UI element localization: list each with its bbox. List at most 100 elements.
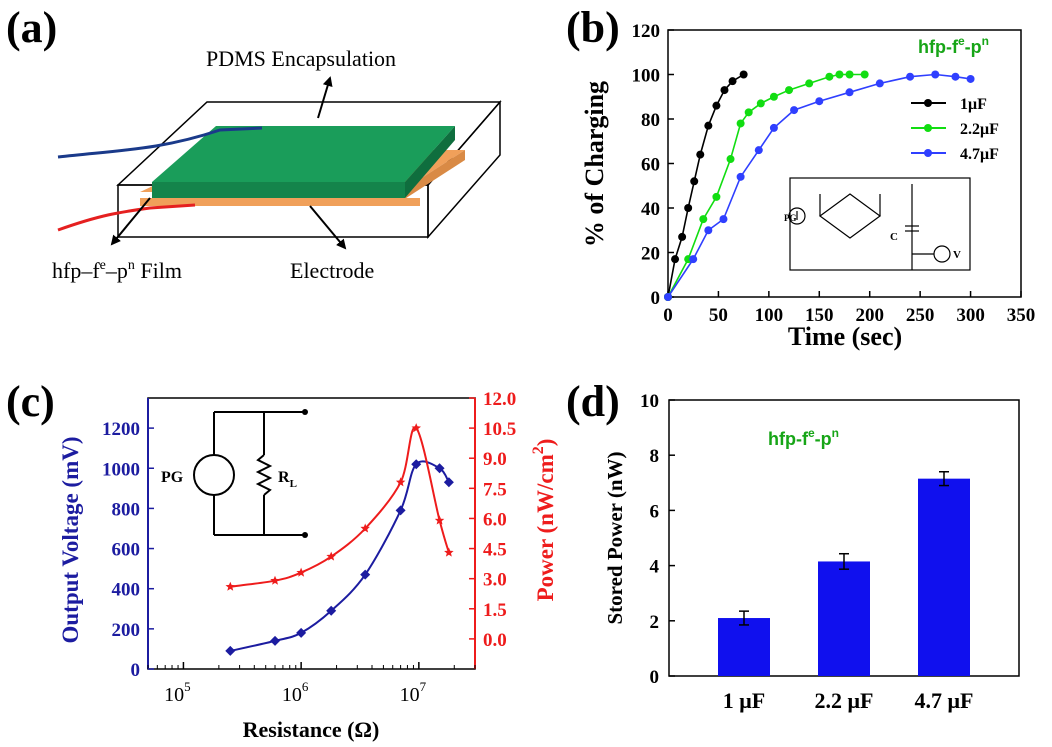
chart-c-power-point — [434, 515, 445, 525]
panel-c-label: (c) — [6, 377, 55, 426]
chart-b-data-point — [678, 232, 687, 241]
chart-c-voltage-point — [395, 505, 406, 516]
chart-c-frame — [147, 397, 476, 670]
chart-c-x-tick-label: 105 — [164, 679, 191, 706]
chart-b-data-point — [754, 146, 763, 155]
chart-b-data-point — [785, 86, 794, 95]
chart-b-data-point — [815, 97, 824, 106]
film-side — [405, 126, 455, 198]
chart-c-y2-title: Power (nW/cm2) — [530, 439, 558, 602]
chart-b-data-point — [736, 172, 745, 181]
chart-c-voltage-point — [434, 463, 445, 474]
electrode-arrow — [309, 205, 347, 250]
chart-b-x-tick-label: 0 — [663, 305, 673, 326]
chart-b-legend-marker — [924, 99, 932, 107]
panel-d: (d) 0 2 4 6 8 10 1 μF 2.2 μF 4.7 μF Stored Powe… — [566, 377, 1020, 713]
chart-d-x-tick-label: 4.7 μF — [915, 688, 974, 713]
chart-d-bars — [718, 471, 970, 676]
chart-b-frame — [667, 29, 1022, 298]
chart-d-y-tick-label: 0 — [650, 667, 660, 688]
chart-b-data-point — [860, 70, 869, 79]
chart-b-data-point — [756, 99, 765, 108]
inset-v-label: V — [953, 249, 961, 261]
electrode-front — [140, 198, 420, 206]
chart-c-y-tick-label: 200 — [112, 620, 141, 641]
chart-b-y-tick-label: 0 — [651, 288, 661, 309]
chart-b-data-point — [689, 255, 698, 264]
chart-c-voltage-fit — [230, 460, 450, 652]
inset-c-terminal-bottom — [302, 532, 308, 538]
chart-b-series-line — [667, 73, 865, 298]
chart-b-series — [664, 70, 975, 301]
chart-b-data-point — [720, 86, 729, 95]
chart-d-annotation: hfp-fe-pn — [768, 426, 839, 449]
chart-c-voltage-point — [411, 459, 422, 470]
chart-c-voltage-point — [225, 645, 236, 656]
film-front — [152, 182, 405, 198]
chart-d-x-tick-label: 1 μF — [723, 688, 765, 713]
chart-b-data-point — [726, 155, 735, 164]
film-arrow — [110, 197, 151, 246]
chart-c-x-ticks: 105 106 107 — [147, 662, 476, 706]
chart-b-data-point — [906, 72, 915, 81]
chart-c-x-tick-label: 107 — [400, 679, 427, 706]
panel-b: (b) 0 50 100 150 200 250 300 350 0 20 40 60 80 100 12… — [566, 3, 1035, 351]
chart-b-y-tick-label: 20 — [641, 244, 660, 265]
chart-b-legend-label: 1μF — [960, 96, 987, 113]
chart-c-x-title: Resistance (Ω) — [243, 717, 380, 742]
chart-c-y2-tick-label: 7.5 — [483, 479, 507, 500]
chart-c-y2-tick-label: 9.0 — [483, 449, 507, 470]
chart-c-power-point — [395, 477, 406, 487]
chart-d-y-tick-label: 6 — [650, 501, 660, 522]
chart-c-y-ticks: 0 200 400 600 800 1000 1200 — [102, 419, 154, 681]
chart-b-x-tick-label: 300 — [956, 305, 985, 326]
chart-c-y-tick-label: 1000 — [102, 459, 140, 480]
chart-b-data-point — [736, 119, 745, 128]
chart-b-data-point — [719, 215, 728, 224]
wire-red — [57, 203, 196, 232]
chart-b-data-point — [744, 108, 753, 117]
chart-b-inset-circuit — [788, 177, 971, 271]
chart-b-data-point — [712, 101, 721, 110]
chart-b-y-title: % of Charging — [580, 81, 609, 247]
chart-b-data-point — [699, 215, 708, 224]
chart-b-y-tick-label: 120 — [632, 21, 661, 42]
chart-b-data-point — [664, 293, 672, 301]
film-label: hfp–fe–pn Film — [52, 258, 182, 283]
chart-b-y-ticks: 0 20 40 60 80 100 120 — [632, 21, 674, 309]
chart-d-y-tick-label: 2 — [650, 612, 660, 633]
chart-b-data-point — [805, 79, 814, 88]
chart-c-voltage-point — [443, 477, 454, 488]
chart-b-x-tick-label: 350 — [1007, 305, 1036, 326]
chart-b-x-title: Time (sec) — [788, 322, 902, 351]
chart-c-power-fit — [230, 426, 450, 588]
chart-b-data-point — [684, 204, 693, 212]
chart-b-x-tick-label: 50 — [709, 305, 728, 326]
inset-frame — [789, 177, 971, 271]
panel-b-label: (b) — [566, 3, 620, 52]
chart-c-power-point — [360, 523, 370, 533]
chart-b-legend: 1μF 2.2μF 4.7μF — [911, 96, 999, 163]
inset-bridge — [818, 193, 882, 239]
wire-blue — [57, 126, 263, 159]
chart-c-y-tick-label: 600 — [112, 540, 141, 561]
chart-b-data-point — [845, 70, 854, 79]
chart-d-y-tick-label: 4 — [650, 557, 660, 578]
inset-c-rl-label: RL — [278, 469, 297, 490]
chart-c-y2-tick-label: 1.5 — [483, 600, 507, 621]
chart-c-power-point — [270, 575, 280, 585]
chart-c-voltage-point — [270, 635, 281, 646]
chart-c-series — [225, 423, 454, 656]
chart-b-legend-marker — [924, 124, 932, 132]
panel-a-label: (a) — [6, 3, 57, 52]
chart-c-power-point — [411, 423, 421, 433]
chart-c-y-tick-label: 800 — [112, 499, 141, 520]
chart-c-inset-circuit — [193, 411, 305, 536]
chart-b-data-point — [931, 70, 940, 79]
panel-d-label: (d) — [566, 377, 620, 426]
chart-b-data-point — [704, 226, 713, 235]
chart-b-data-point — [671, 255, 680, 264]
chart-b-data-point — [825, 72, 834, 81]
inset-c-pg-label: PG — [161, 469, 184, 486]
